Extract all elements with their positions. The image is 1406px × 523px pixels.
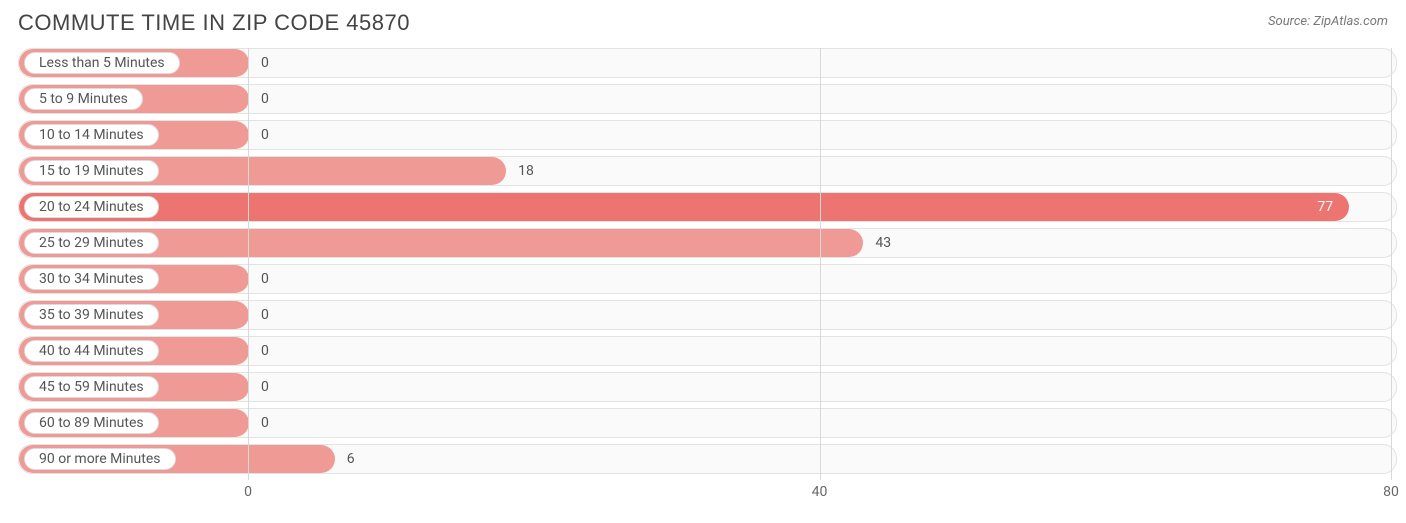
category-label: 45 to 59 Minutes [24, 376, 159, 398]
category-label: 30 to 34 Minutes [24, 268, 159, 290]
bar-row: 45 to 59 Minutes 0 [18, 372, 1397, 402]
category-label: 35 to 39 Minutes [24, 304, 159, 326]
chart-area: Less than 5 Minutes05 to 9 Minutes010 to… [18, 48, 1397, 508]
category-label: Less than 5 Minutes [24, 52, 180, 74]
bar-row: 60 to 89 Minutes 0 [18, 408, 1397, 438]
bar-value: 0 [261, 85, 269, 113]
bar-row: 35 to 39 Minutes 0 [18, 300, 1397, 330]
bar-value: 0 [261, 265, 269, 293]
bar-row: 40 to 44 Minutes 0 [18, 336, 1397, 366]
bar-value: 77 [1317, 193, 1333, 221]
bar-row: 90 or more Minutes 6 [18, 444, 1397, 474]
bar-row: 25 to 29 Minutes 43 [18, 228, 1397, 258]
bar-value: 43 [875, 229, 891, 257]
chart-source: Source: ZipAtlas.com [1268, 10, 1388, 29]
bar-value: 0 [261, 337, 269, 365]
bar-value: 6 [347, 445, 355, 473]
category-label: 15 to 19 Minutes [24, 160, 159, 182]
x-axis: 0 40 80 [18, 480, 1397, 508]
category-label: 10 to 14 Minutes [24, 124, 159, 146]
bar-row: 5 to 9 Minutes 0 [18, 84, 1397, 114]
x-tick-label: 0 [244, 484, 252, 500]
bar-value: 0 [261, 121, 269, 149]
chart-title: COMMUTE TIME IN ZIP CODE 45870 [18, 10, 410, 36]
x-tick-label: 80 [1383, 484, 1399, 500]
bar-row: Less than 5 Minutes 0 [18, 48, 1397, 78]
category-label: 60 to 89 Minutes [24, 412, 159, 434]
bar-value: 0 [261, 373, 269, 401]
bar-value: 18 [518, 157, 534, 185]
bar-value: 0 [261, 49, 269, 77]
category-label: 5 to 9 Minutes [24, 88, 143, 110]
x-tick-label: 40 [812, 484, 828, 500]
bar-row: 15 to 19 Minutes 18 [18, 156, 1397, 186]
bar-value: 0 [261, 409, 269, 437]
category-label: 40 to 44 Minutes [24, 340, 159, 362]
bar-value: 0 [261, 301, 269, 329]
bar-row: 10 to 14 Minutes 0 [18, 120, 1397, 150]
category-label: 20 to 24 Minutes [24, 196, 159, 218]
category-label: 25 to 29 Minutes [24, 232, 159, 254]
category-label: 90 or more Minutes [24, 448, 176, 470]
bar-row: 30 to 34 Minutes 0 [18, 264, 1397, 294]
bar-row: 20 to 24 Minutes 77 [18, 192, 1397, 222]
bar [19, 193, 1349, 221]
